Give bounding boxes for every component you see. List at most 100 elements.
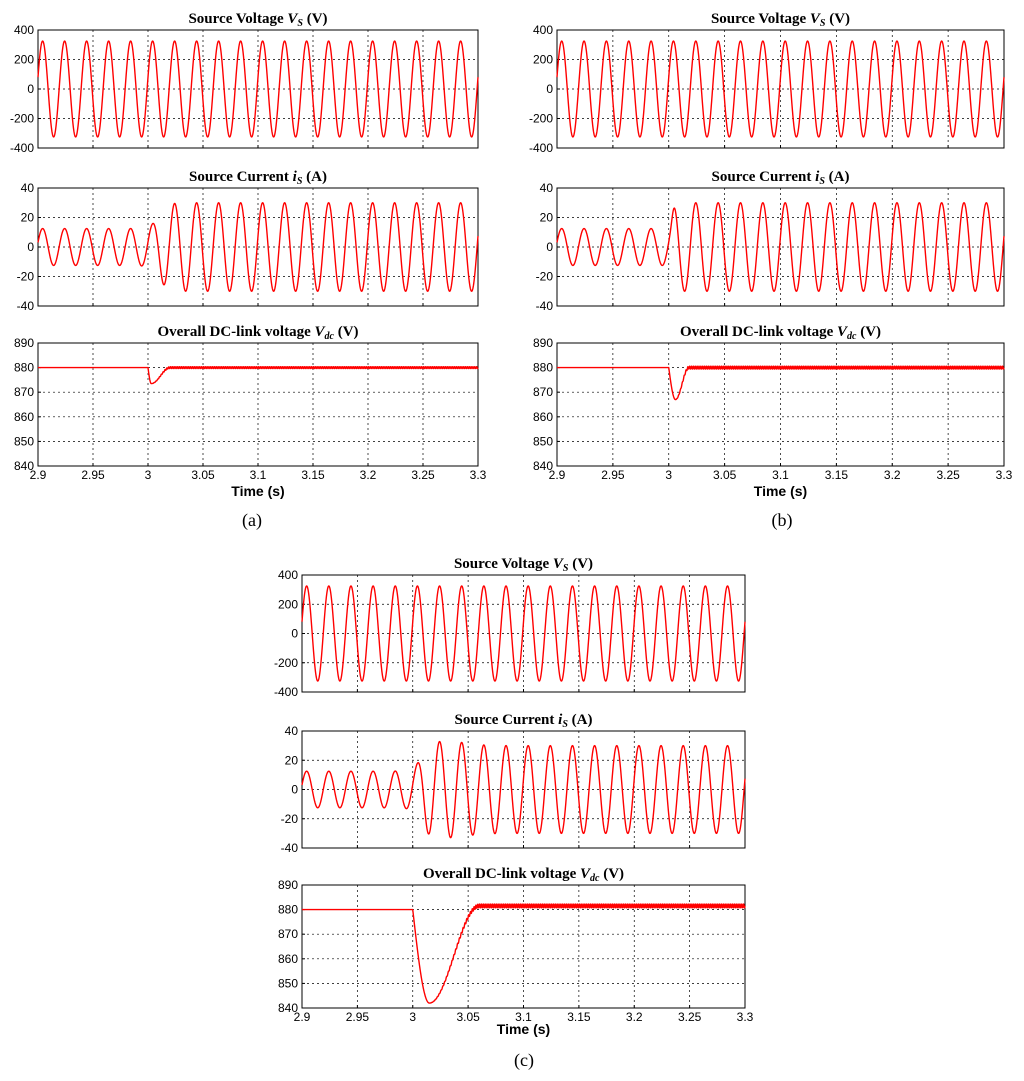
y-tick-label: 200 [533, 53, 553, 67]
y-tick-label: 400 [278, 568, 298, 582]
y-tick-label: -20 [17, 270, 35, 284]
x-tick-label: 2.9 [549, 468, 566, 482]
y-tick-label: 40 [21, 181, 35, 195]
subplot-title: Source Current iS (A) [712, 169, 850, 187]
y-tick-label: 20 [285, 753, 299, 767]
series-line [556, 202, 1005, 292]
x-tick-label: 3.3 [996, 468, 1013, 482]
subplot-1: 400 200 0 -200 -400 Source Voltage VS (V) [529, 11, 1005, 155]
y-tick-label: -400 [10, 141, 34, 155]
series-line [556, 365, 1005, 401]
y-tick-label: -20 [281, 812, 299, 826]
y-tick-label: 890 [278, 878, 298, 892]
y-tick-label: -40 [536, 299, 554, 313]
x-tick-label: 3.15 [825, 468, 849, 482]
panel-caption: (b) [772, 510, 793, 531]
y-tick-label: 200 [14, 53, 34, 67]
x-tick-label: 3.3 [470, 468, 487, 482]
y-tick-label: 200 [278, 597, 298, 611]
series-line [301, 740, 746, 839]
x-tick-label: 3.2 [360, 468, 377, 482]
x-tick-label: 2.95 [601, 468, 625, 482]
y-tick-label: 880 [14, 361, 34, 375]
subplot-3: 2.9 2.95 3 3.05 3.1 3.15 3.2 3.25 3.3 890 880 870 86… [278, 866, 754, 1024]
y-tick-label: -40 [17, 299, 35, 313]
x-tick-label: 3.25 [936, 468, 960, 482]
y-tick-label: 860 [533, 410, 553, 424]
subplot-title: Overall DC-link voltage Vdc (V) [423, 866, 624, 884]
panel-c: 400 200 0 -200 -400 Source Voltage VS (V) 40 20… [274, 556, 754, 1071]
series-line [37, 365, 479, 385]
series-line [301, 585, 746, 682]
x-tick-label: 3.1 [250, 468, 267, 482]
panel-caption: (c) [514, 1050, 534, 1071]
subplot-title: Overall DC-link voltage Vdc (V) [157, 324, 358, 342]
x-tick-label: 2.9 [294, 1010, 311, 1024]
panel-caption: (a) [242, 510, 262, 531]
y-tick-label: 870 [278, 927, 298, 941]
y-tick-label: 400 [14, 23, 34, 37]
x-tick-label: 3 [665, 468, 672, 482]
y-tick-label: 840 [14, 459, 34, 473]
y-tick-label: 20 [21, 211, 35, 225]
series-line [556, 40, 1005, 138]
x-axis-label: Time (s) [231, 483, 284, 499]
y-tick-label: 0 [27, 240, 34, 254]
x-tick-label: 3.05 [713, 468, 737, 482]
x-axis-label: Time (s) [754, 483, 807, 499]
subplot-1: 400 200 0 -200 -400 Source Voltage VS (V) [10, 11, 479, 155]
y-tick-label: -200 [529, 112, 553, 126]
subplot-title: Source Voltage VS (V) [188, 11, 327, 29]
x-tick-label: 3.3 [737, 1010, 754, 1024]
x-tick-label: 3.25 [678, 1010, 702, 1024]
subplot-1: 400 200 0 -200 -400 Source Voltage VS (V) [274, 556, 746, 699]
y-tick-label: 860 [14, 410, 34, 424]
subplot-title: Source Current iS (A) [189, 169, 327, 187]
x-tick-label: 3.1 [772, 468, 789, 482]
y-tick-label: -400 [274, 685, 298, 699]
x-tick-label: 3 [145, 468, 152, 482]
x-tick-label: 3.2 [626, 1010, 643, 1024]
y-tick-label: 890 [14, 336, 34, 350]
subplot-title: Source Voltage VS (V) [454, 556, 593, 574]
x-tick-label: 3.15 [567, 1010, 591, 1024]
y-tick-label: 870 [533, 385, 553, 399]
y-tick-label: 0 [291, 627, 298, 641]
y-tick-label: 870 [14, 385, 34, 399]
x-tick-label: 3.25 [411, 468, 435, 482]
x-tick-label: 3.05 [191, 468, 215, 482]
y-tick-label: 40 [540, 181, 554, 195]
series-line [37, 202, 479, 292]
y-tick-label: 840 [533, 459, 553, 473]
y-tick-label: 840 [278, 1001, 298, 1015]
y-tick-label: 0 [546, 240, 553, 254]
x-tick-label: 3.15 [301, 468, 325, 482]
x-tick-label: 3 [409, 1010, 416, 1024]
y-tick-label: 890 [533, 336, 553, 350]
y-tick-label: -20 [536, 270, 554, 284]
y-tick-label: 880 [533, 361, 553, 375]
y-tick-label: -200 [274, 656, 298, 670]
x-tick-label: 2.95 [81, 468, 105, 482]
y-tick-label: 850 [278, 976, 298, 990]
x-tick-label: 3.2 [884, 468, 901, 482]
y-tick-label: 40 [285, 724, 299, 738]
subplot-3: 2.9 2.95 3 3.05 3.1 3.15 3.2 3.25 3.3 890 880 870 86… [533, 324, 1013, 482]
subplot-2: 40 20 0 -20 -40 Source Current iS (A) [281, 712, 746, 855]
y-tick-label: -400 [529, 141, 553, 155]
x-tick-label: 3.1 [515, 1010, 532, 1024]
series-line [301, 903, 746, 1004]
x-tick-label: 2.9 [30, 468, 47, 482]
x-tick-label: 3.05 [456, 1010, 480, 1024]
subplot-title: Source Voltage VS (V) [711, 11, 850, 29]
y-tick-label: 0 [546, 82, 553, 96]
subplot-3: 2.9 2.95 3 3.05 3.1 3.15 3.2 3.25 3.3 890 880 870 86… [14, 324, 487, 482]
x-axis-label: Time (s) [497, 1021, 550, 1037]
y-tick-label: -40 [281, 841, 299, 855]
subplot-title: Overall DC-link voltage Vdc (V) [680, 324, 881, 342]
subplot-title: Source Current iS (A) [455, 712, 593, 730]
y-tick-label: 20 [540, 211, 554, 225]
y-tick-label: 850 [14, 434, 34, 448]
